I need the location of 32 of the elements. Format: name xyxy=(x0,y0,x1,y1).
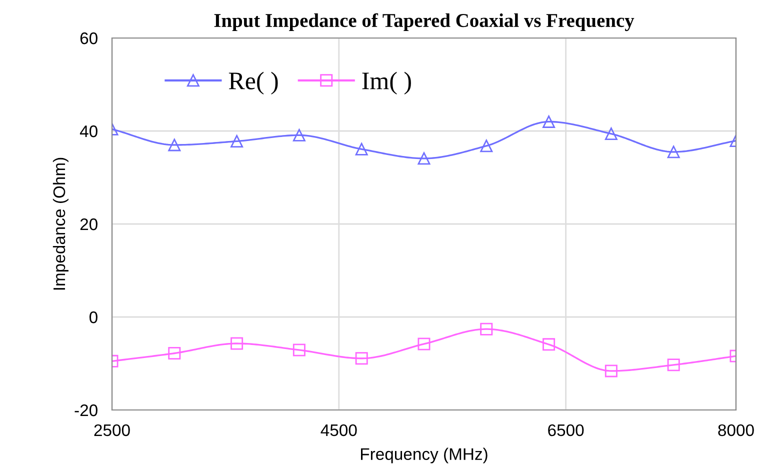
x-tick-label: 6500 xyxy=(548,424,584,436)
legend-label: Re( ) xyxy=(228,72,278,94)
y-tick-label: 40 xyxy=(80,125,98,138)
point xyxy=(168,347,181,360)
point xyxy=(667,358,680,372)
point xyxy=(168,138,181,152)
point xyxy=(604,128,618,140)
chart-title: Input Impedance of Tapered Coaxial vs Frequency xyxy=(214,13,634,32)
point xyxy=(418,338,430,350)
point xyxy=(542,115,556,128)
y-axis-title: Impedance (Ohm) xyxy=(52,158,68,290)
x-tick-label: 4500 xyxy=(320,424,357,436)
point xyxy=(355,142,368,156)
point xyxy=(292,128,306,142)
x-tick-label: 2500 xyxy=(94,424,130,436)
x-tick-label: 8000 xyxy=(718,424,754,436)
point xyxy=(230,337,244,350)
point xyxy=(480,322,493,336)
legend-label: Im( ) xyxy=(362,72,411,94)
point xyxy=(542,338,556,351)
point xyxy=(292,344,306,356)
y-tick-label: 60 xyxy=(80,32,98,44)
point xyxy=(604,364,618,378)
point xyxy=(667,146,680,158)
x-axis-title: Frequency (MHz) xyxy=(361,448,488,464)
y-tick-label: 20 xyxy=(80,218,98,230)
y-tick-label: -20 xyxy=(74,404,98,416)
point xyxy=(230,134,244,148)
point xyxy=(418,152,430,165)
y-tick-label: 0 xyxy=(89,311,98,324)
point xyxy=(480,140,493,152)
point xyxy=(355,352,368,365)
